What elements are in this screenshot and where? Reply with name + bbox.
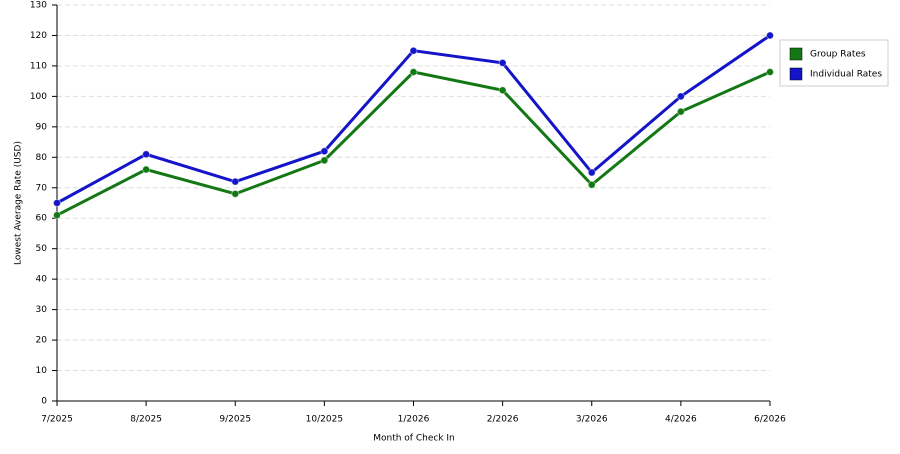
point — [231, 177, 240, 186]
point — [53, 199, 61, 207]
series-line — [56, 34, 771, 205]
y-tick-label: 80 — [36, 153, 48, 163]
legend-label: Individual Rates — [810, 70, 882, 80]
x-tick-label: 8/2025 — [130, 415, 162, 425]
point — [676, 92, 685, 101]
y-tick-label: 40 — [36, 275, 48, 285]
y-tick-label: 60 — [36, 214, 48, 224]
y-tick-label: 30 — [36, 305, 48, 315]
x-tick-label: 3/2026 — [576, 415, 608, 425]
y-tick-label: 100 — [30, 92, 47, 102]
y-tick-label: 50 — [36, 244, 48, 254]
y-tick-label: 120 — [30, 31, 47, 41]
y-tick-label: 0 — [41, 397, 47, 407]
point — [766, 68, 774, 77]
series-line — [56, 70, 771, 217]
point — [676, 107, 685, 116]
point — [409, 68, 418, 77]
y-axis-label: Lowest Average Rate (USD) — [14, 141, 24, 265]
point — [320, 156, 329, 165]
y-tick-label: 130 — [30, 1, 47, 11]
x-tick-label: 10/2025 — [306, 415, 343, 425]
point — [498, 86, 507, 95]
point — [142, 165, 151, 174]
point — [587, 168, 596, 177]
point — [409, 46, 418, 55]
x-tick-label: 9/2025 — [219, 415, 251, 425]
point — [142, 150, 151, 159]
x-tick-label: 2/2026 — [487, 415, 519, 425]
x-tick-label: 1/2026 — [398, 415, 430, 425]
legend-swatch — [789, 47, 803, 61]
y-tick-label: 10 — [36, 366, 48, 376]
point — [320, 147, 329, 156]
x-tick-label: 4/2026 — [665, 415, 697, 425]
point — [231, 189, 240, 198]
x-axis-label: Month of Check In — [373, 434, 455, 444]
y-tick-label: 20 — [36, 336, 48, 346]
point — [587, 180, 596, 189]
y-tick-label: 70 — [36, 183, 48, 193]
point — [498, 58, 507, 67]
legend-swatch — [789, 67, 803, 81]
y-tick-label: 110 — [30, 61, 47, 71]
y-tick-label: 90 — [36, 122, 48, 132]
x-tick-label: 6/2026 — [754, 415, 786, 425]
x-tick-label: 7/2025 — [41, 415, 73, 425]
point — [53, 211, 61, 220]
legend-label: Group Rates — [810, 50, 866, 60]
point — [766, 31, 774, 40]
